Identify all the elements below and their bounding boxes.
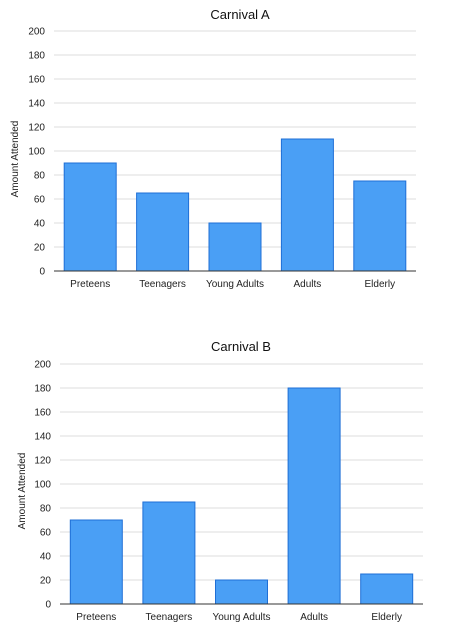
y-tick-label: 100 [34,480,51,491]
bar [136,192,190,272]
x-tick-label: Elderly [365,279,396,290]
y-tick-label: 160 [28,75,45,86]
bar [69,519,123,605]
y-tick-label: 20 [34,243,46,254]
y-tick-label: 60 [34,195,46,206]
x-tick-label: Adults [300,612,328,623]
y-tick-label: 60 [40,528,52,539]
y-tick-label: 100 [28,147,45,158]
bar [215,579,268,605]
y-tick-label: 120 [28,123,45,134]
bar [142,501,196,605]
chart-title: Carnival B [211,339,271,354]
x-tick-label: Teenagers [146,612,193,623]
y-axis-label: Amount Attended [10,121,21,198]
y-tick-label: 80 [40,504,52,515]
y-axis-label: Amount Attended [17,453,28,530]
bar [208,222,262,272]
chart-carnival-a: Carnival A Amount Attended 0 20 40 60 80 100 1… [10,7,416,290]
x-tick-label: Elderly [371,612,402,623]
y-tick-label: 40 [40,552,52,563]
chart-title: Carnival A [210,7,270,22]
bar [360,573,414,605]
y-tick-label: 140 [34,432,51,443]
plot-area: 0 20 40 60 80 100 120 140 160 180 200 Preteens Teena… [28,27,416,290]
y-tick-label: 200 [28,27,45,38]
y-tick-label: 20 [40,576,52,587]
bar [287,387,341,605]
x-tick-label: Preteens [70,279,110,290]
x-tick-label: Teenagers [139,279,186,290]
bar [63,162,117,272]
bar [353,180,407,272]
y-tick-label: 40 [34,219,46,230]
x-tick-label: Adults [294,279,322,290]
x-tick-label: Young Adults [212,612,270,623]
y-tick-label: 180 [28,51,45,62]
y-tick-label: 80 [34,171,46,182]
x-tick-label: Young Adults [206,279,264,290]
y-tick-label: 180 [34,384,51,395]
bar [280,138,334,272]
y-tick-label: 200 [34,360,51,371]
chart-carnival-b: Carnival B Amount Attended 0 20 40 60 80 100 1… [17,339,423,623]
y-tick-label: 0 [39,267,45,278]
y-tick-label: 140 [28,99,45,110]
y-tick-label: 160 [34,408,51,419]
plot-area: 0 20 40 60 80 100 120 140 160 180 200 Preteens Teena… [34,360,423,623]
x-tick-label: Preteens [76,612,116,623]
y-tick-label: 0 [45,600,51,611]
y-tick-label: 120 [34,456,51,467]
